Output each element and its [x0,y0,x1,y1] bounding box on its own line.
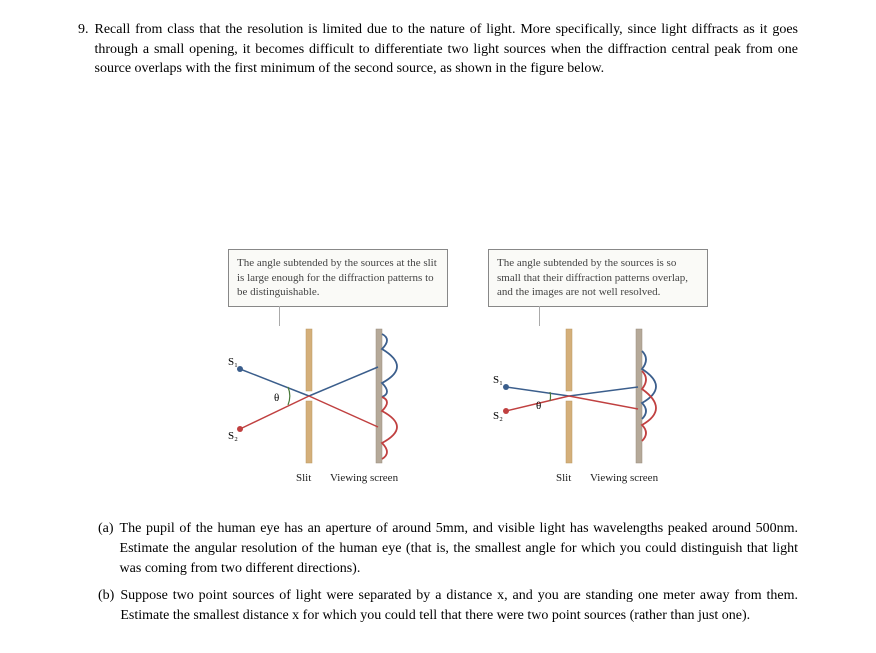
label-screen-right: Viewing screen [590,472,659,484]
subpart-b: (b) Suppose two point sources of light w… [98,586,798,625]
question-text: Recall from class that the resolution is… [95,20,799,79]
question-number: 9. [78,20,89,40]
panel-unresolved: The angle subtended by the sources is so… [488,249,708,500]
label-s1-right: S₁ [493,374,503,386]
redacted-area [38,79,838,199]
label-slit-left: Slit [296,472,311,484]
panel-resolved: The angle subtended by the sources at th… [228,249,448,500]
label-slit-right: Slit [556,472,571,484]
subpart-a-text: The pupil of the human eye has an apertu… [120,519,798,578]
label-s2-right: S₂ [493,410,503,422]
label-screen-left: Viewing screen [330,472,399,484]
diagram-left-svg: S₁ S₂ θ Slit Viewing screen [228,319,448,499]
diagram-left: S₁ S₂ θ Slit Viewing screen [228,319,448,499]
question-header: 9. Recall from class that the resolution… [78,20,798,79]
label-theta-left: θ [274,392,279,404]
subpart-b-text: Suppose two point sources of light were … [120,586,798,625]
label-theta-right: θ [536,400,541,412]
subparts: (a) The pupil of the human eye has an ap… [98,519,798,625]
subpart-a: (a) The pupil of the human eye has an ap… [98,519,798,578]
diagram-right: S₁ S₂ θ Slit Viewing screen [488,319,708,499]
label-s2-left: S₂ [228,430,238,442]
subpart-b-label: (b) [98,586,114,606]
question-block: 9. Recall from class that the resolution… [78,20,798,625]
subpart-a-label: (a) [98,519,114,539]
label-s1-left: S₁ [228,356,238,368]
caption-right: The angle subtended by the sources is so… [488,249,708,308]
caption-left: The angle subtended by the sources at th… [228,249,448,308]
diagram-right-svg: S₁ S₂ θ Slit Viewing screen [488,319,708,499]
figure-area: The angle subtended by the sources at th… [138,249,798,500]
